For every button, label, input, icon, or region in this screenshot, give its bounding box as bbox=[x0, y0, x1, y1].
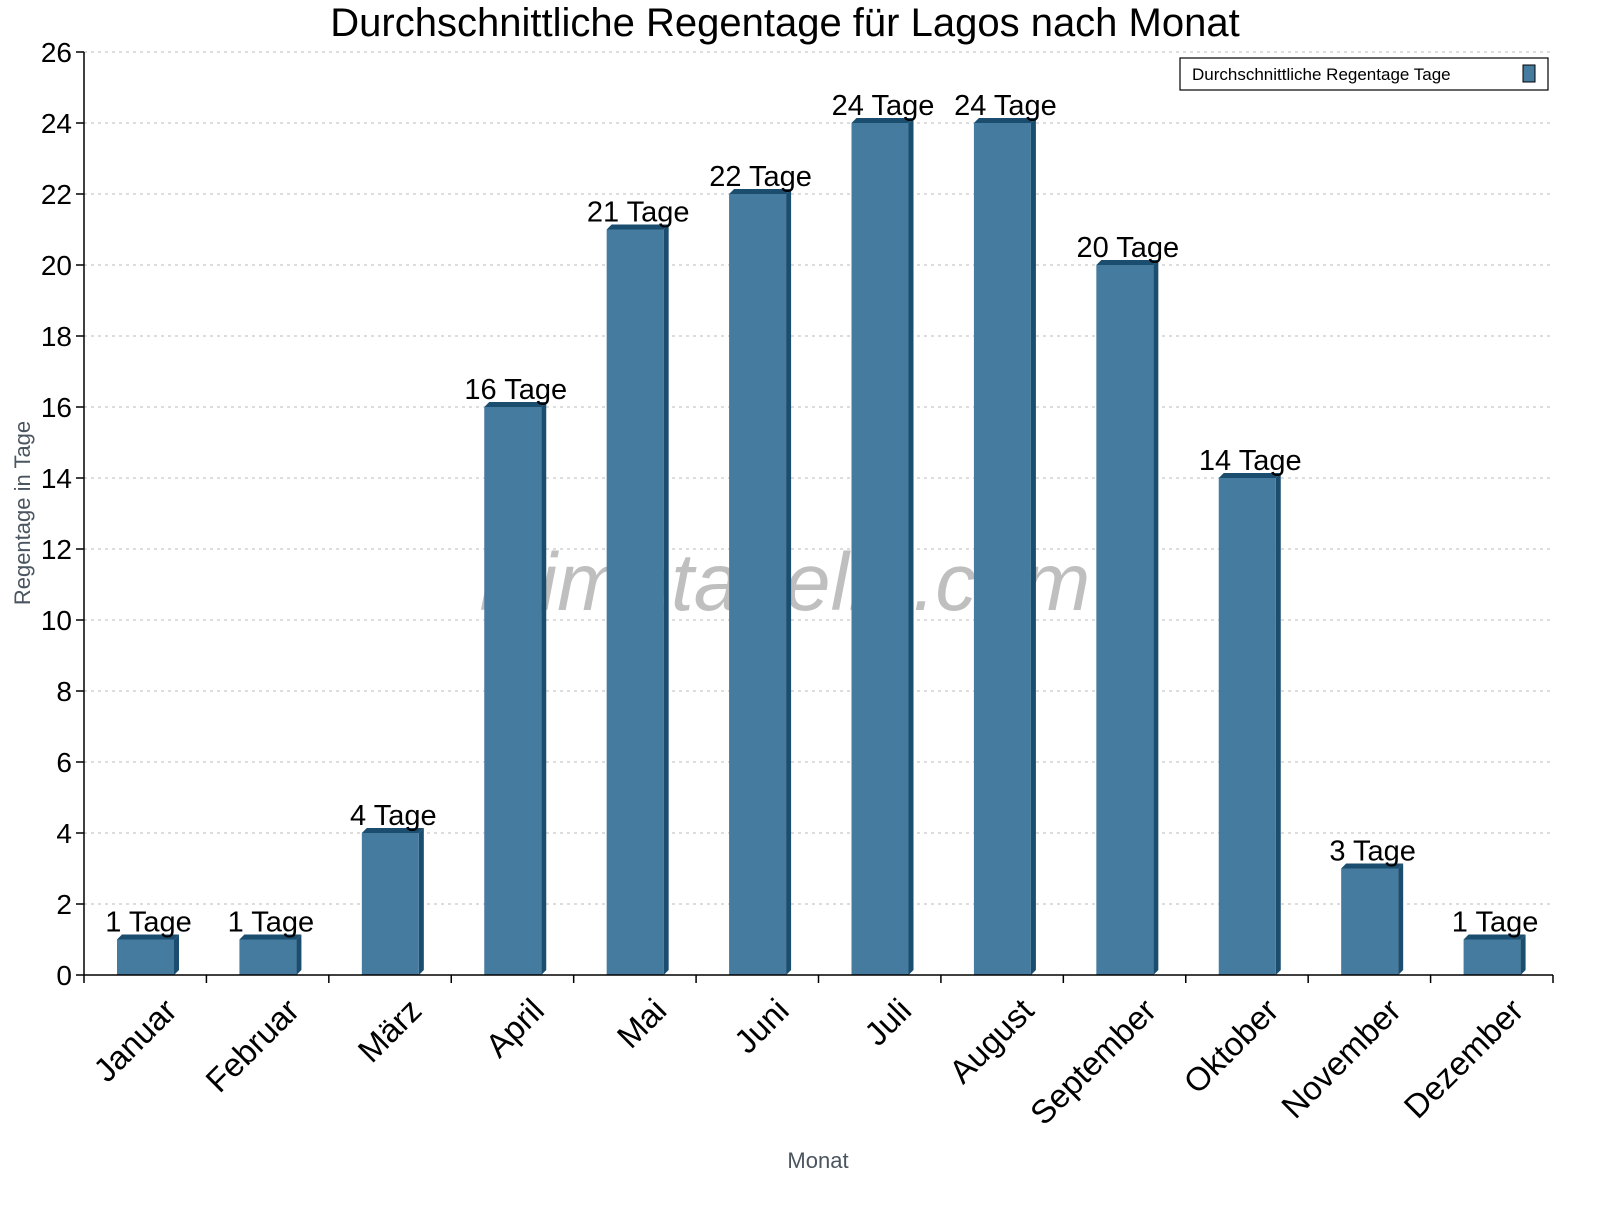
x-axis-label: Monat bbox=[787, 1148, 848, 1173]
bar-top bbox=[851, 118, 914, 123]
bar bbox=[361, 833, 419, 975]
bar-side bbox=[1275, 473, 1281, 975]
y-tick-label: 24 bbox=[41, 108, 72, 139]
bars: 1 Tage 1 Tage 4 Tage 16 Tage 21 Tage 22 Tage 2… bbox=[105, 90, 1538, 975]
bar bbox=[851, 123, 909, 975]
bar-top bbox=[361, 828, 424, 833]
y-tick-label: 0 bbox=[56, 960, 72, 991]
bar-top bbox=[1096, 260, 1159, 265]
bar bbox=[606, 229, 664, 975]
bar-side bbox=[663, 224, 669, 975]
bar-top bbox=[1341, 863, 1404, 869]
data-label: 1 Tage bbox=[1452, 907, 1539, 939]
y-tick-label: 18 bbox=[41, 321, 72, 352]
y-tick-label: 12 bbox=[41, 534, 72, 565]
y-tick-label: 4 bbox=[56, 818, 72, 849]
x-tick-label: März bbox=[351, 991, 429, 1069]
bar bbox=[1341, 868, 1399, 975]
y-axis-label: Regentage in Tage bbox=[10, 421, 35, 605]
bar bbox=[1096, 265, 1154, 975]
bar-top bbox=[239, 934, 302, 940]
bar-top bbox=[606, 224, 669, 230]
gridlines bbox=[84, 51, 1553, 905]
x-tick-label: August bbox=[942, 991, 1041, 1090]
y-tick-label: 20 bbox=[41, 250, 72, 281]
x-tick-label: Juni bbox=[727, 991, 796, 1060]
bar bbox=[973, 123, 1031, 975]
bar-side bbox=[418, 828, 424, 975]
bar bbox=[239, 939, 297, 975]
bar-top bbox=[117, 934, 179, 940]
bar bbox=[1463, 939, 1521, 975]
y-tick-label: 22 bbox=[41, 179, 72, 210]
x-tick-label: Dezember bbox=[1396, 991, 1530, 1125]
bar-side bbox=[174, 934, 179, 975]
data-label: 24 Tage bbox=[832, 90, 935, 122]
bar bbox=[484, 407, 542, 975]
y-tick-label: 26 bbox=[41, 37, 72, 68]
bar-side bbox=[296, 934, 302, 975]
legend: Durchschnittliche Regentage Tage bbox=[1179, 57, 1549, 91]
chart-title: Durchschnittliche Regentage für Lagos na… bbox=[330, 1, 1239, 45]
data-label: 22 Tage bbox=[709, 161, 812, 193]
y-tick-label: 16 bbox=[41, 392, 72, 423]
legend-label: Durchschnittliche Regentage Tage bbox=[1192, 65, 1451, 84]
x-tick-label: Mai bbox=[610, 991, 674, 1055]
bar-side bbox=[1153, 260, 1159, 975]
data-label: 1 Tage bbox=[228, 907, 315, 939]
x-tick-label: Januar bbox=[86, 991, 184, 1089]
bar bbox=[1218, 478, 1276, 975]
data-label: 20 Tage bbox=[1076, 232, 1179, 264]
bar bbox=[117, 939, 174, 975]
bar-side bbox=[1030, 118, 1036, 975]
data-label: 24 Tage bbox=[954, 90, 1057, 122]
bar-side bbox=[541, 402, 547, 975]
data-label: 21 Tage bbox=[587, 197, 690, 229]
data-label: 1 Tage bbox=[105, 907, 192, 939]
y-tick-label: 2 bbox=[56, 889, 72, 920]
bar-side bbox=[908, 118, 914, 975]
bar-side bbox=[1520, 934, 1526, 975]
data-label: 14 Tage bbox=[1199, 445, 1302, 477]
data-label: 4 Tage bbox=[350, 800, 437, 832]
bar-top bbox=[1463, 934, 1526, 940]
bar-top bbox=[484, 402, 547, 407]
x-tick-label: Juli bbox=[857, 991, 918, 1052]
y-tick-label: 10 bbox=[41, 605, 72, 636]
bar-top bbox=[729, 189, 792, 194]
x-tick-label: November bbox=[1274, 991, 1408, 1125]
y-tick-label: 6 bbox=[56, 747, 72, 778]
y-tick-label: 14 bbox=[41, 463, 72, 494]
bar-side bbox=[1398, 863, 1404, 975]
data-label: 3 Tage bbox=[1329, 836, 1416, 868]
legend-swatch bbox=[1522, 64, 1536, 83]
x-tick-label: Oktober bbox=[1176, 991, 1285, 1100]
y-tick-label: 8 bbox=[56, 676, 72, 707]
bar-top bbox=[1218, 473, 1281, 478]
x-tick-label: September bbox=[1023, 991, 1163, 1131]
bar-side bbox=[786, 189, 792, 975]
bar-top bbox=[973, 118, 1036, 123]
data-label: 16 Tage bbox=[464, 374, 567, 406]
x-tick-label: Februar bbox=[198, 991, 306, 1099]
x-tick-label: April bbox=[478, 991, 551, 1064]
bar bbox=[729, 194, 787, 975]
